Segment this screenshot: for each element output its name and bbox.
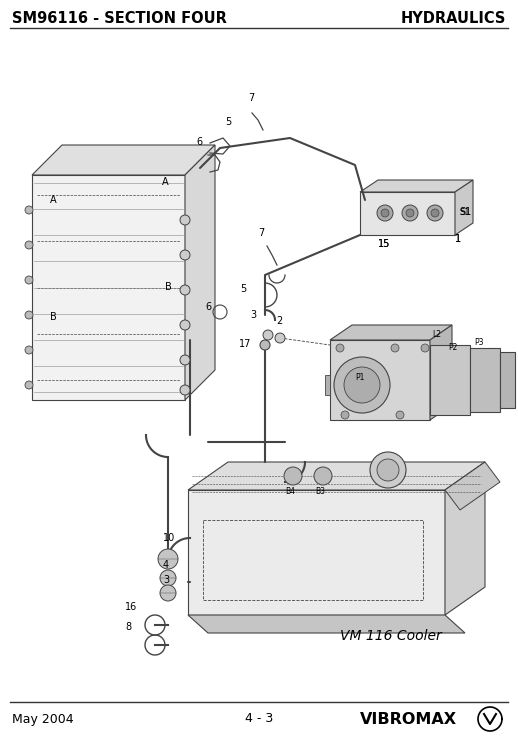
Text: HYDRAULICS: HYDRAULICS [400, 10, 506, 26]
Text: 5: 5 [225, 117, 231, 127]
Polygon shape [445, 462, 485, 615]
Circle shape [344, 367, 380, 403]
Text: May 2004: May 2004 [12, 713, 74, 725]
Circle shape [284, 467, 302, 485]
Text: 15: 15 [378, 239, 391, 249]
Text: SM96116 - SECTION FOUR: SM96116 - SECTION FOUR [12, 10, 227, 26]
Circle shape [427, 205, 443, 221]
Text: 7: 7 [258, 228, 264, 238]
Polygon shape [360, 180, 473, 192]
Polygon shape [330, 340, 430, 420]
Polygon shape [470, 348, 500, 412]
Circle shape [180, 385, 190, 395]
Text: 8: 8 [125, 622, 131, 632]
Polygon shape [32, 175, 185, 400]
Text: B3: B3 [315, 487, 325, 496]
Text: VIBROMAX: VIBROMAX [360, 711, 457, 727]
Text: 2: 2 [276, 316, 282, 326]
Circle shape [406, 209, 414, 217]
Polygon shape [500, 352, 515, 408]
Circle shape [180, 215, 190, 225]
Text: S1: S1 [459, 207, 471, 217]
Text: A: A [162, 177, 169, 187]
Circle shape [25, 381, 33, 389]
Circle shape [377, 459, 399, 481]
Text: 1: 1 [455, 234, 461, 244]
Circle shape [336, 344, 344, 352]
Text: B: B [165, 282, 172, 292]
Text: B4: B4 [285, 487, 295, 496]
Text: 7: 7 [248, 93, 254, 103]
Circle shape [158, 549, 178, 569]
Circle shape [377, 205, 393, 221]
Circle shape [334, 357, 390, 413]
Circle shape [25, 241, 33, 249]
Text: P2: P2 [448, 343, 457, 352]
Polygon shape [188, 490, 445, 615]
Text: 6: 6 [205, 302, 211, 312]
Text: 10: 10 [163, 533, 175, 543]
Circle shape [341, 411, 349, 419]
Circle shape [275, 333, 285, 343]
Circle shape [160, 585, 176, 601]
Text: A: A [50, 195, 56, 205]
Circle shape [396, 411, 404, 419]
Polygon shape [360, 192, 455, 235]
Text: L2: L2 [432, 330, 441, 339]
Circle shape [391, 344, 399, 352]
Circle shape [260, 340, 270, 350]
Text: 3: 3 [250, 310, 256, 320]
Circle shape [25, 311, 33, 319]
Text: 15: 15 [378, 239, 391, 249]
Text: 5: 5 [240, 284, 246, 294]
Circle shape [160, 570, 176, 586]
Text: B: B [50, 312, 57, 322]
Polygon shape [430, 325, 452, 420]
Polygon shape [430, 345, 470, 415]
Text: 1: 1 [455, 234, 461, 244]
Polygon shape [445, 462, 500, 510]
Polygon shape [188, 615, 465, 633]
Text: 17: 17 [239, 339, 251, 349]
Text: 6: 6 [196, 137, 202, 147]
Circle shape [180, 355, 190, 365]
Polygon shape [330, 325, 452, 340]
Polygon shape [455, 180, 473, 235]
Circle shape [421, 344, 429, 352]
Text: S1: S1 [459, 208, 469, 217]
Text: P3: P3 [474, 338, 483, 347]
Circle shape [314, 467, 332, 485]
Polygon shape [188, 462, 485, 490]
Text: P1: P1 [355, 373, 364, 382]
Polygon shape [32, 145, 215, 175]
Text: 4: 4 [163, 560, 169, 570]
Polygon shape [185, 145, 215, 400]
Circle shape [431, 209, 439, 217]
Polygon shape [325, 375, 330, 395]
Circle shape [180, 285, 190, 295]
Circle shape [25, 346, 33, 354]
Text: VM 116 Cooler: VM 116 Cooler [340, 629, 442, 643]
Circle shape [263, 330, 273, 340]
Text: 3: 3 [163, 575, 169, 585]
Circle shape [25, 206, 33, 214]
Circle shape [370, 452, 406, 488]
Text: 16: 16 [125, 602, 137, 612]
Text: 4 - 3: 4 - 3 [245, 713, 273, 725]
Circle shape [180, 250, 190, 260]
Circle shape [381, 209, 389, 217]
Circle shape [402, 205, 418, 221]
Circle shape [25, 276, 33, 284]
Circle shape [180, 320, 190, 330]
